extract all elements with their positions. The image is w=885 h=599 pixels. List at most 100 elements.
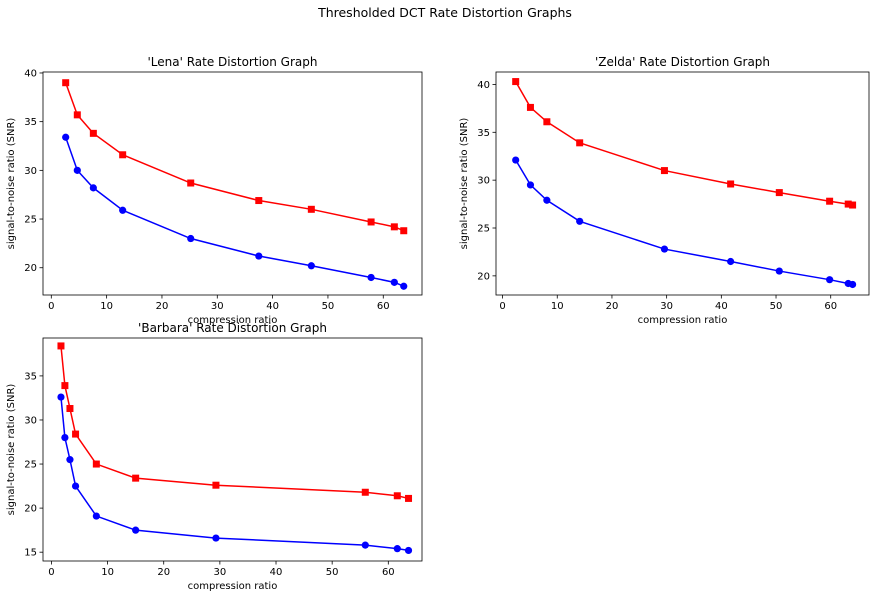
data-point (73, 111, 81, 119)
series-red-squares (62, 79, 408, 235)
y-tick-label: 35 (24, 371, 37, 382)
x-tick-label: 10 (100, 301, 113, 312)
chart-title: 'Barbara' Rate Distortion Graph (138, 321, 327, 335)
data-point (62, 133, 70, 141)
data-point (119, 151, 127, 159)
data-point (72, 430, 80, 438)
data-point (361, 488, 369, 496)
x-tick-label: 0 (48, 301, 54, 312)
x-tick-label: 30 (211, 301, 224, 312)
data-point (393, 492, 401, 500)
data-point (61, 382, 69, 390)
data-point (255, 252, 263, 260)
x-tick-label: 10 (101, 567, 114, 578)
data-point (367, 218, 375, 226)
x-tick-label: 40 (715, 301, 728, 312)
data-point (307, 262, 315, 270)
data-point (775, 267, 783, 275)
data-point (132, 474, 140, 482)
data-point (826, 276, 834, 284)
data-point (71, 482, 80, 490)
y-tick-label: 30 (24, 166, 37, 177)
data-point (543, 118, 551, 126)
series-red-squares (512, 78, 857, 209)
y-tick-label: 35 (477, 128, 490, 139)
data-point (543, 196, 551, 204)
x-tick-label: 30 (213, 567, 226, 578)
y-tick-label: 40 (24, 68, 37, 79)
data-point (848, 280, 857, 289)
x-axis-label: compression ratio (638, 315, 728, 326)
chart-barbara: 0 10 20 30 40 50 60 15 20 25 30 35 'Barbara' Rate Di… (6, 321, 423, 592)
data-point (255, 197, 263, 205)
y-axis-label: signal-to-noise ratio (SNR) (6, 118, 17, 250)
x-tick-label: 0 (48, 567, 54, 578)
y-tick-label: 25 (24, 460, 37, 471)
x-tick-label: 0 (499, 301, 505, 312)
data-point (361, 541, 369, 549)
data-point (390, 278, 398, 286)
data-point (66, 405, 74, 413)
data-point (826, 197, 834, 205)
figure-suptitle: Thresholded DCT Rate Distortion Graphs (317, 5, 572, 20)
data-point (775, 189, 783, 197)
series-blue-circles (57, 393, 413, 555)
y-tick-label: 30 (24, 415, 37, 426)
data-point (526, 181, 535, 189)
x-tick-label: 50 (322, 301, 335, 312)
data-point (849, 201, 857, 209)
y-tick-label: 20 (477, 271, 490, 282)
data-point (393, 545, 401, 553)
x-tick-label: 50 (770, 301, 783, 312)
series-line (515, 159, 853, 286)
series-line (60, 345, 409, 500)
data-point (844, 200, 852, 208)
y-axis-label: signal-to-noise ratio (SNR) (459, 118, 470, 250)
data-point (576, 139, 584, 147)
chart-title: 'Zelda' Rate Distortion Graph (595, 55, 770, 69)
data-point (405, 494, 413, 502)
data-point (512, 78, 520, 86)
x-tick-label: 60 (377, 301, 390, 312)
series-line (64, 136, 405, 287)
x-tick-label: 50 (326, 567, 339, 578)
x-tick-label: 10 (551, 301, 564, 312)
y-tick-label: 20 (24, 263, 37, 274)
data-point (57, 342, 65, 350)
y-tick-label: 20 (24, 504, 37, 515)
data-point (660, 167, 668, 175)
chart-title: 'Lena' Rate Distortion Graph (148, 55, 318, 69)
data-point (400, 282, 408, 290)
y-tick-label: 25 (24, 215, 37, 226)
series-red-squares (57, 342, 413, 502)
data-point (212, 481, 220, 489)
chart-zelda: 0 10 20 30 40 50 60 20 25 30 35 40 'Zelda' Rate Dist… (459, 55, 870, 326)
x-tick-label: 20 (606, 301, 619, 312)
y-axis-label: signal-to-noise ratio (SNR) (6, 384, 17, 516)
data-point (73, 166, 81, 174)
data-point (404, 546, 413, 555)
data-point (57, 393, 65, 401)
data-point (727, 180, 735, 188)
chart-lena: 0 10 20 30 40 50 60 20 25 30 35 40 'Lena' Rate Disto… (6, 55, 423, 326)
data-point (62, 79, 70, 87)
y-tick-label: 25 (477, 224, 490, 235)
data-point (727, 257, 735, 266)
data-point (187, 179, 195, 187)
plot-area (42, 71, 423, 296)
data-point (92, 460, 100, 468)
x-tick-label: 20 (157, 567, 170, 578)
data-point (400, 227, 408, 235)
x-tick-label: 60 (382, 567, 395, 578)
y-tick-label: 30 (477, 176, 490, 187)
data-point (89, 184, 97, 192)
series-line (64, 82, 405, 232)
x-tick-label: 60 (824, 301, 837, 312)
series-line (515, 81, 853, 206)
data-point (66, 456, 74, 464)
data-point (119, 206, 127, 214)
x-axis-label: compression ratio (188, 581, 278, 592)
series-line (60, 396, 409, 552)
y-tick-label: 15 (24, 548, 37, 559)
